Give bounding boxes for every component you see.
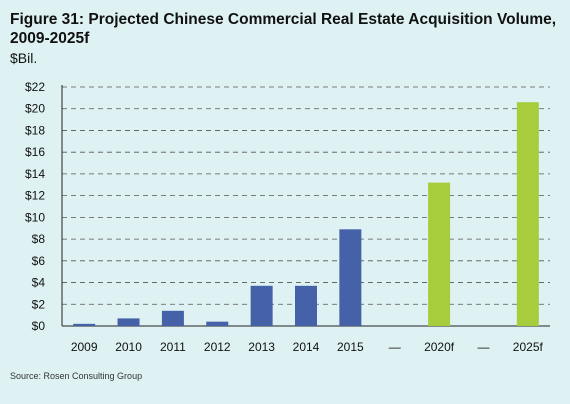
historical-bar	[250, 285, 273, 326]
historical-bar	[339, 229, 362, 326]
chart-title-line-2: 2009-2025f	[10, 30, 90, 47]
y-tick-label: $4	[32, 276, 46, 290]
y-tick-label: $16	[25, 145, 45, 159]
y-tick-label: $0	[32, 319, 46, 333]
x-tick-label: 2015	[337, 340, 364, 354]
y-tick-label: $2	[32, 297, 46, 311]
historical-bar	[206, 321, 229, 326]
x-tick-label: 2014	[293, 340, 320, 354]
x-tick-label: 2011	[160, 340, 186, 354]
unit-label: $Bil.	[10, 50, 38, 66]
y-tick-label: $8	[32, 232, 46, 246]
x-tick-label: 2013	[248, 340, 275, 354]
chart-title-line-1: Figure 31: Projected Chinese Commercial …	[10, 11, 557, 28]
x-tick-label: —	[389, 340, 401, 354]
x-tick-label: 2010	[115, 340, 142, 354]
x-tick-label: 2012	[204, 340, 231, 354]
y-tick-label: $12	[25, 189, 45, 203]
x-tick-label: —	[477, 340, 489, 354]
y-tick-label: $10	[25, 210, 45, 224]
x-tick-label: 2020f	[424, 340, 455, 354]
historical-bar	[295, 285, 317, 326]
x-tick-label: 2025f	[513, 340, 544, 354]
historical-bar	[161, 310, 184, 326]
y-tick-label: $20	[25, 102, 45, 116]
forecast-bar	[516, 102, 539, 326]
historical-bar	[117, 318, 140, 326]
y-tick-label: $18	[25, 123, 45, 137]
source-note: Source: Rosen Consulting Group	[10, 371, 143, 381]
x-tick-label: 2009	[71, 340, 98, 354]
chart-title: Figure 31: Projected Chinese Commercial …	[10, 10, 560, 48]
y-tick-label: $22	[25, 80, 45, 94]
forecast-bar	[428, 182, 451, 326]
y-tick-label: $6	[32, 254, 46, 268]
historical-bar	[73, 323, 96, 326]
y-tick-label: $14	[25, 167, 45, 181]
